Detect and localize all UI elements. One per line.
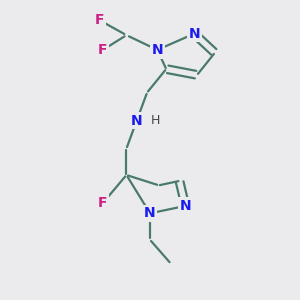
Text: F: F xyxy=(95,14,105,27)
Text: N: N xyxy=(188,27,200,41)
Text: N: N xyxy=(131,114,142,128)
Text: F: F xyxy=(98,196,108,210)
Text: H: H xyxy=(151,114,160,127)
Text: N: N xyxy=(144,206,156,220)
Text: N: N xyxy=(131,114,142,128)
Text: N: N xyxy=(179,199,191,213)
Text: F: F xyxy=(98,43,108,57)
Text: N: N xyxy=(152,43,163,57)
